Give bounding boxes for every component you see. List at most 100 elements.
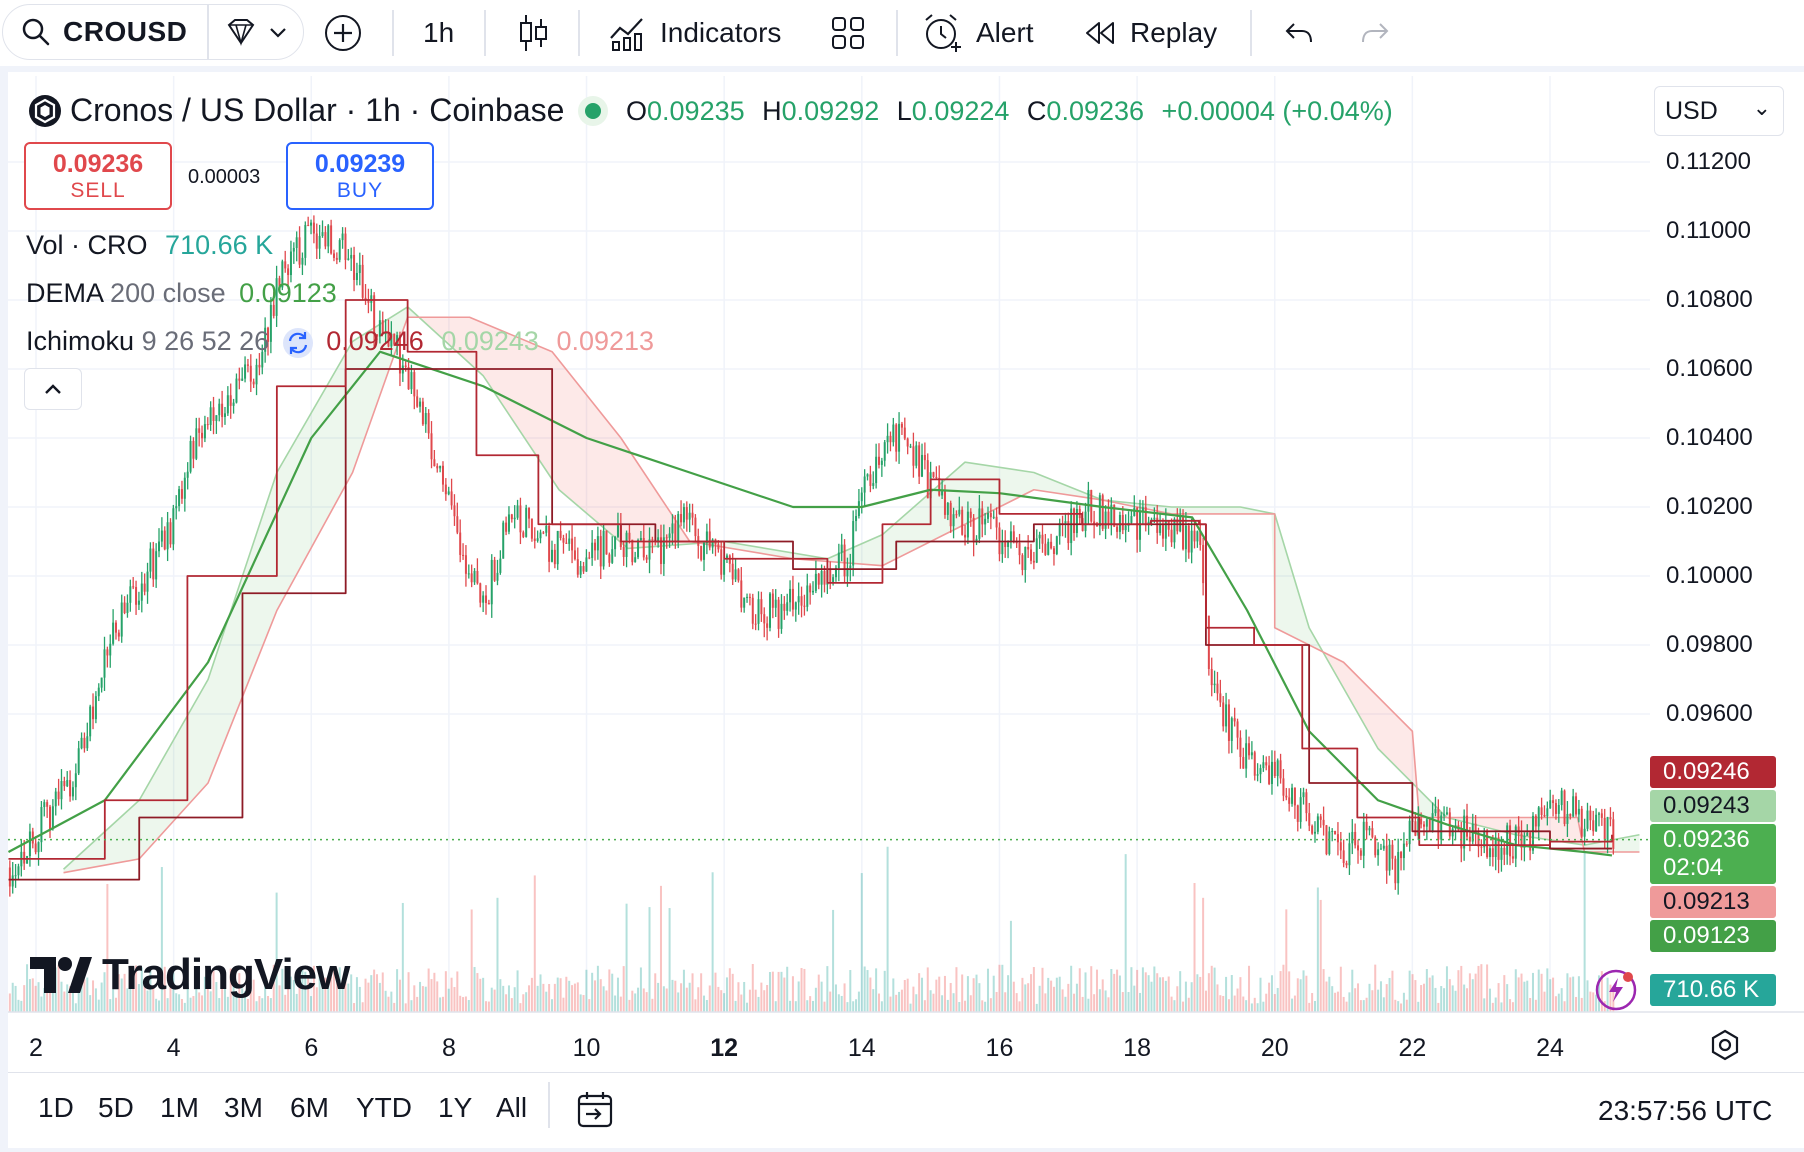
volume-bar bbox=[1546, 968, 1549, 1012]
volume-bar bbox=[1445, 966, 1448, 1012]
candle-body bbox=[223, 413, 226, 417]
candle-body bbox=[1139, 511, 1142, 540]
settings-icon[interactable] bbox=[1708, 1028, 1742, 1062]
undo-button[interactable] bbox=[1282, 0, 1316, 66]
buy-button[interactable]: 0.09239 BUY bbox=[286, 142, 434, 210]
indicators-button[interactable]: Indicators bbox=[608, 0, 781, 66]
volume-bar bbox=[918, 973, 921, 1012]
legend-title[interactable]: Cronos / US Dollar · 1h · Coinbase bbox=[70, 92, 565, 128]
volume-bar bbox=[441, 996, 444, 1012]
candle-body bbox=[479, 583, 482, 603]
candle-body bbox=[206, 424, 209, 426]
volume-bar bbox=[906, 978, 909, 1012]
range-button-1y[interactable]: 1Y bbox=[438, 1092, 473, 1123]
range-button-3m[interactable]: 3M bbox=[224, 1092, 263, 1123]
candle-body bbox=[921, 454, 924, 477]
volume-bar bbox=[1308, 1002, 1311, 1012]
layouts-button[interactable] bbox=[830, 0, 866, 66]
candle-body bbox=[381, 320, 384, 335]
candle-body bbox=[923, 454, 926, 461]
ichimoku-span-b-value: 0.09213 bbox=[556, 326, 655, 357]
chart-type-button[interactable] bbox=[516, 0, 550, 66]
tradingview-logo[interactable]: TradingView bbox=[30, 950, 350, 1000]
range-button-all[interactable]: All bbox=[496, 1092, 528, 1123]
candle-body bbox=[522, 532, 525, 537]
volume-bar bbox=[350, 974, 353, 1012]
candle-body bbox=[1379, 848, 1382, 850]
volume-bar bbox=[100, 982, 103, 1012]
volume-label: Vol · CRO bbox=[26, 230, 148, 260]
volume-bar bbox=[952, 993, 955, 1012]
volume-bar bbox=[376, 974, 379, 1012]
volume-bar bbox=[464, 996, 467, 1012]
candle-body bbox=[680, 514, 683, 523]
collapse-legend-button[interactable] bbox=[24, 368, 82, 410]
symbol-search[interactable]: CROUSD bbox=[2, 4, 304, 60]
volume-bar bbox=[1354, 988, 1357, 1012]
candle-body bbox=[964, 534, 967, 538]
dema-legend[interactable]: DEMA 200 close 0.09123 bbox=[26, 278, 337, 309]
candle-body bbox=[1385, 845, 1388, 871]
candle-body bbox=[849, 565, 852, 569]
candle-body bbox=[1107, 511, 1110, 525]
replay-button[interactable]: Replay bbox=[1082, 0, 1217, 66]
candle-body bbox=[777, 599, 780, 629]
candle-body bbox=[834, 567, 837, 578]
candle-body bbox=[1420, 818, 1423, 825]
market-status-icon[interactable] bbox=[576, 94, 610, 128]
candle-body bbox=[1339, 842, 1342, 851]
volume-legend[interactable]: Vol · CRO 710.66 K bbox=[26, 230, 273, 261]
candle-body bbox=[1164, 521, 1167, 539]
range-button-5d[interactable]: 5D bbox=[98, 1092, 134, 1123]
volume-bar bbox=[1184, 981, 1187, 1012]
candle-body bbox=[651, 539, 654, 541]
range-button-1d[interactable]: 1D bbox=[38, 1092, 74, 1123]
candle-body bbox=[464, 555, 467, 574]
volume-bar bbox=[31, 978, 34, 1012]
volume-bar bbox=[459, 995, 462, 1012]
chevron-down-icon[interactable] bbox=[267, 21, 289, 43]
volume-bar bbox=[510, 998, 513, 1012]
candle-body bbox=[711, 539, 714, 548]
candle-body bbox=[852, 521, 855, 566]
alert-button[interactable]: Alert bbox=[922, 0, 1034, 66]
currency-select[interactable]: USD ⌄ bbox=[1654, 86, 1784, 136]
candle-body bbox=[1552, 800, 1555, 804]
volume-bar bbox=[1113, 973, 1116, 1012]
add-symbol-button[interactable] bbox=[322, 0, 364, 66]
interval-button[interactable]: 1h bbox=[423, 17, 455, 48]
volume-bar bbox=[1245, 1000, 1248, 1012]
volume-bar bbox=[783, 977, 786, 1012]
price-tag: 0.09243 bbox=[1650, 790, 1776, 822]
candle-body bbox=[69, 780, 72, 797]
symbol-name[interactable]: CROUSD bbox=[63, 16, 188, 47]
refresh-icon[interactable] bbox=[281, 326, 315, 360]
volume-bar bbox=[318, 965, 321, 1012]
date-range-icon[interactable] bbox=[576, 1090, 616, 1130]
range-button-6m[interactable]: 6M bbox=[290, 1092, 329, 1123]
rewind-icon bbox=[1086, 22, 1114, 44]
range-button-ytd[interactable]: YTD bbox=[356, 1092, 412, 1123]
low-value: 0.09224 bbox=[911, 96, 1010, 126]
change-value: +0.00004 (+0.04%) bbox=[1161, 96, 1393, 126]
candle-body bbox=[1348, 843, 1351, 866]
candle-body bbox=[238, 378, 241, 381]
sell-button[interactable]: 0.09236 SELL bbox=[24, 142, 172, 210]
candle-body bbox=[961, 509, 964, 535]
redo-button[interactable] bbox=[1358, 0, 1392, 66]
candle-body bbox=[1296, 805, 1299, 822]
range-button-1m[interactable]: 1M bbox=[160, 1092, 199, 1123]
volume-bar bbox=[86, 977, 89, 1012]
lightning-icon[interactable] bbox=[1594, 968, 1638, 1012]
utc-clock[interactable]: 23:57:56 UTC bbox=[1598, 1095, 1773, 1126]
candle-body bbox=[1055, 536, 1058, 554]
diamond-icon[interactable] bbox=[223, 17, 259, 47]
candle-body bbox=[935, 476, 938, 478]
volume-bar bbox=[596, 965, 599, 1012]
volume-bar bbox=[1597, 975, 1600, 1012]
ichimoku-legend[interactable]: Ichimoku 9 26 52 26 0.09246 0.09243 0.09… bbox=[26, 326, 654, 360]
volume-bar bbox=[748, 989, 751, 1012]
volume-bar bbox=[1325, 981, 1328, 1012]
candle-body bbox=[258, 364, 261, 368]
